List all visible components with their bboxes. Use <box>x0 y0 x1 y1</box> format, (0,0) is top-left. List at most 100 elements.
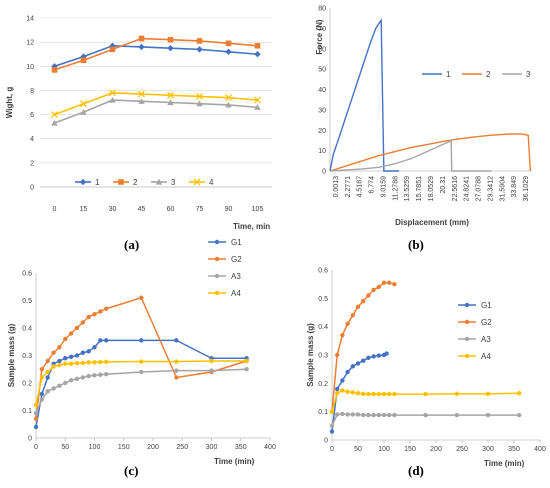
data-point-c-G2 <box>68 331 74 336</box>
x-tick-label-b: 9.0159 <box>380 176 387 198</box>
data-point-a-3 <box>51 119 58 126</box>
data-point-c-G1 <box>98 338 103 343</box>
data-point-a-2 <box>80 57 87 64</box>
x-tick-label-b: 2.2771 <box>345 176 352 198</box>
data-point-c-A4 <box>86 360 91 365</box>
data-point-c-A3 <box>244 367 249 372</box>
data-point-d-A4 <box>376 391 381 397</box>
data-point-a-1 <box>109 42 116 49</box>
data-point-c-G1 <box>74 353 80 358</box>
x-tick-label-b: 18.0529 <box>428 176 435 201</box>
data-point-a-3 <box>80 108 87 115</box>
data-point-a-1 <box>167 44 174 52</box>
data-point-c-A3 <box>39 397 45 402</box>
data-point-d-G1 <box>350 364 355 369</box>
y-tick-label-d: 0.3 <box>318 353 328 360</box>
y-tick-label-c: 0.4 <box>22 326 32 333</box>
data-point-d-G1 <box>384 351 389 356</box>
data-point-c-A4 <box>244 358 249 364</box>
data-point-c-A4 <box>33 402 39 408</box>
y-tick-label-c: 0.1 <box>22 408 32 415</box>
y-tick-label-d: 0.2 <box>318 381 328 388</box>
x-tick-label-d: 300 <box>482 446 494 453</box>
data-point-a-3 <box>109 96 116 103</box>
data-point-d-A4 <box>381 391 387 397</box>
data-point-c-A3 <box>74 376 80 382</box>
legend-label-b-3: 3 <box>526 70 531 79</box>
x-tick-label-b: 15.7851 <box>416 176 423 201</box>
y-tick-label-b: 70 <box>318 26 326 33</box>
legend-label-a-2: 2 <box>133 178 138 187</box>
data-point-c-G2 <box>33 416 39 421</box>
series-line-c-G1 <box>35 339 247 428</box>
x-tick-label-c: 350 <box>235 444 247 451</box>
data-point-d-A3 <box>423 412 428 418</box>
data-point-d-A3 <box>392 412 397 418</box>
y-tick-label-d: 0.6 <box>318 268 328 275</box>
data-point-d-A3 <box>517 412 522 418</box>
x-tick-label-b: 11.2788 <box>392 176 399 201</box>
data-point-a-2 <box>51 67 58 73</box>
data-point-a-2 <box>109 46 116 53</box>
data-point-c-G2 <box>39 367 45 372</box>
legend-marker-d-G1 <box>464 302 470 308</box>
data-point-d-G2 <box>355 304 361 310</box>
legend-marker-a-3 <box>155 178 163 185</box>
data-point-c-G2 <box>74 325 80 331</box>
legend-marker-d-G2 <box>464 319 470 325</box>
data-point-c-A4 <box>57 362 62 368</box>
x-axis-title-b: Displacement (mm) <box>395 218 469 227</box>
y-axis-title-d: Sample mass (g) <box>306 323 315 387</box>
legend-marker-d-A3 <box>464 336 470 342</box>
data-point-d-A4 <box>387 391 392 397</box>
x-tick-label-b: 22.5616 <box>452 176 459 201</box>
y-tick-label-b: 10 <box>318 148 326 155</box>
y-tick-label-d: 0.1 <box>318 409 328 416</box>
data-point-c-A4 <box>51 364 56 369</box>
data-point-d-G2 <box>371 287 376 293</box>
x-tick-label-d: 150 <box>404 446 416 453</box>
x-tick-label-c: 300 <box>206 444 218 451</box>
data-point-c-G1 <box>80 350 86 355</box>
data-point-d-A3 <box>371 412 376 418</box>
data-point-d-A3 <box>350 412 355 417</box>
y-tick-label-a: 8 <box>30 88 34 95</box>
data-point-c-A3 <box>33 411 39 416</box>
legend-label-d-G1: G1 <box>481 301 492 310</box>
data-point-d-G2 <box>340 332 345 338</box>
y-tick-label-c: 0 <box>28 436 32 443</box>
series-line-b-1 <box>329 17 399 172</box>
data-point-c-A3 <box>174 368 179 373</box>
x-tick-label-a: 15 <box>80 206 88 213</box>
legend-label-a-1: 1 <box>95 178 100 187</box>
legend-label-d-G2: G2 <box>481 318 492 327</box>
x-tick-label-b: 20.31 <box>440 176 447 194</box>
data-point-a-3 <box>138 98 145 104</box>
data-point-d-G1 <box>329 429 335 434</box>
y-tick-label-b: 50 <box>318 67 326 74</box>
data-point-c-G1 <box>86 349 91 354</box>
data-point-d-A3 <box>381 412 387 418</box>
x-tick-label-b: 6.774 <box>369 176 376 194</box>
data-point-d-A4 <box>355 391 361 396</box>
series-line-c-A3 <box>35 368 247 414</box>
legend-marker-d-A4 <box>464 353 470 359</box>
y-tick-label-d: 0.4 <box>318 324 328 331</box>
y-tick-label-b: 30 <box>318 107 326 114</box>
x-tick-label-c: 0 <box>34 444 38 451</box>
y-tick-label-a: 10 <box>26 64 34 71</box>
data-point-d-G1 <box>366 355 371 361</box>
data-point-a-4 <box>225 94 232 102</box>
legend-label-c-A3: A3 <box>231 272 241 281</box>
legend-label-b-1: 1 <box>446 70 451 79</box>
y-tick-label-a: 12 <box>26 40 34 47</box>
panel-label-d: (d) <box>408 463 424 478</box>
x-tick-label-a: 0 <box>53 206 57 213</box>
data-point-a-4 <box>138 90 145 98</box>
data-point-c-G1 <box>139 338 144 343</box>
data-point-c-G2 <box>92 312 97 317</box>
data-point-d-A4 <box>392 391 397 397</box>
panel-label-c: (c) <box>124 463 139 478</box>
data-point-d-A3 <box>485 412 491 418</box>
